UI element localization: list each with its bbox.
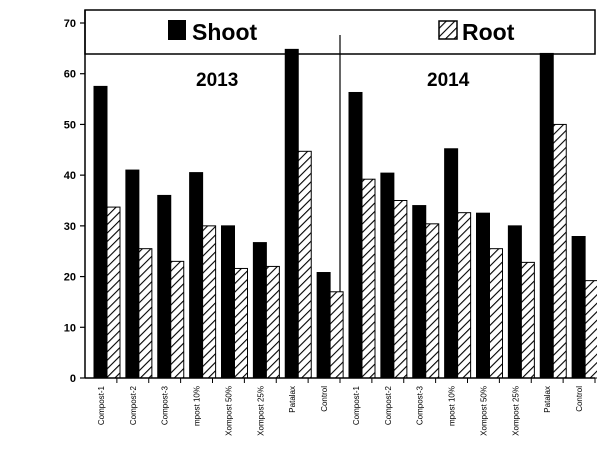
- y-axis: 0 10 20 30 40 50 60 70: [64, 10, 86, 385]
- legend: Shoot Root: [168, 19, 515, 45]
- bar-root: [552, 123, 567, 379]
- bar-root: [170, 260, 185, 379]
- bar-shoot: [284, 48, 299, 379]
- y-tick-label: 30: [64, 221, 76, 233]
- bar-root: [393, 200, 408, 379]
- x-tick-label: Compost-2: [129, 385, 138, 425]
- y-tick-label: 0: [70, 373, 76, 385]
- x-tick-label: Control: [575, 386, 584, 412]
- legend-label-shoot: Shoot: [192, 19, 257, 45]
- x-tick-label: mpost 10%: [193, 386, 202, 426]
- x-tick-label: mpost 10%: [448, 386, 457, 426]
- x-tick-label: Xompost 50%: [479, 386, 488, 436]
- x-tick-label: Compost-3: [416, 385, 425, 425]
- bar-root: [234, 267, 248, 379]
- legend-swatch-root: [438, 20, 458, 40]
- y-tick-label: 20: [64, 272, 76, 284]
- bars: [93, 48, 597, 379]
- bar-shoot: [444, 148, 459, 379]
- y-tick-label: 60: [64, 69, 76, 81]
- bar-shoot: [348, 91, 363, 379]
- legend-label-root: Root: [462, 19, 515, 45]
- legend-swatch-shoot: [168, 20, 186, 40]
- x-tick-label: Compost-3: [161, 385, 170, 425]
- bar-root: [361, 178, 376, 379]
- bar-shoot: [221, 225, 235, 379]
- x-tick-label: Xompost 25%: [511, 386, 520, 436]
- bar-shoot: [93, 85, 108, 379]
- bar-root: [202, 225, 217, 379]
- bar-shoot: [252, 242, 267, 379]
- bar-root: [106, 206, 121, 379]
- x-tick-label: Xompost 50%: [224, 386, 233, 436]
- bar-shoot: [380, 172, 395, 379]
- bar-shoot: [539, 52, 554, 379]
- bar-shoot: [157, 194, 172, 379]
- group-label-2014: 2014: [427, 70, 470, 91]
- bar-root: [138, 248, 153, 379]
- bar-shoot: [507, 225, 522, 379]
- bar-root: [297, 150, 312, 379]
- x-tick-label: Control: [320, 386, 329, 412]
- x-axis: Compost-1 Compost-2 Compost-3 mpost 10% Xomp…: [85, 377, 596, 436]
- x-tick-label: Patalax: [288, 386, 297, 413]
- x-tick-label: Compost-1: [352, 385, 361, 425]
- bar-shoot: [412, 205, 427, 379]
- bar-shoot: [571, 236, 586, 379]
- y-tick-label: 50: [64, 119, 76, 131]
- bar-root: [520, 261, 535, 379]
- y-tick-label: 40: [64, 170, 76, 182]
- x-tick-label: Xompost 25%: [256, 386, 265, 436]
- bar-root: [489, 248, 503, 379]
- y-tick-label: 70: [64, 18, 76, 30]
- bar-shoot: [476, 212, 490, 379]
- y-tick-label: 10: [64, 322, 76, 334]
- bar-shoot: [316, 272, 331, 379]
- bar-root: [457, 212, 472, 379]
- bar-shoot: [125, 169, 140, 379]
- x-tick-label: Compost-1: [97, 385, 106, 425]
- bar-root: [584, 280, 597, 379]
- x-tick-label: Patalax: [543, 386, 552, 413]
- bar-root: [329, 291, 344, 379]
- bar-shoot: [189, 172, 204, 379]
- x-tick-label: Compost-2: [384, 385, 393, 425]
- bar-root: [265, 265, 280, 379]
- bar-root: [425, 223, 440, 379]
- group-label-2013: 2013: [196, 70, 238, 91]
